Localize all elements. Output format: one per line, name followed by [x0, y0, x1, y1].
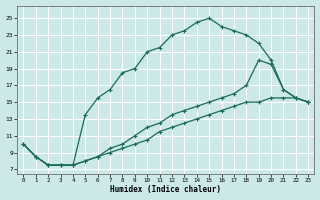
X-axis label: Humidex (Indice chaleur): Humidex (Indice chaleur)	[110, 185, 221, 194]
